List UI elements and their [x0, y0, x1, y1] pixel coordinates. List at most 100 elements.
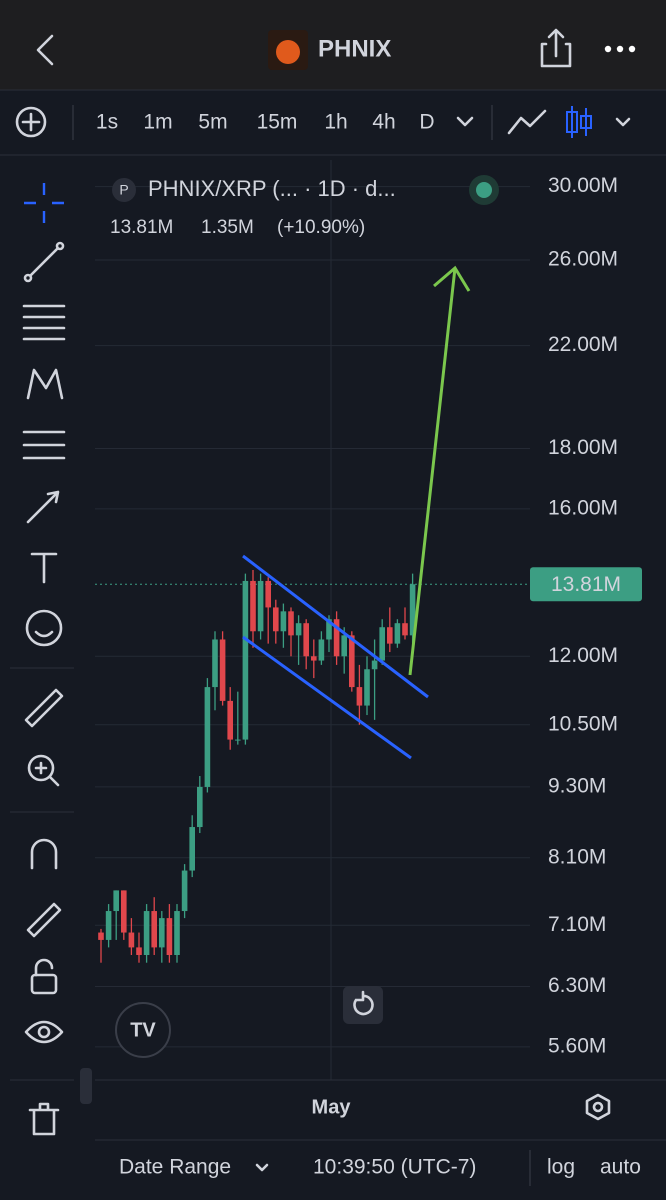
candle-body [159, 918, 165, 948]
y-tick-label: 5.60M [548, 1034, 606, 1057]
interval-menu[interactable] [456, 116, 474, 127]
candle-body [235, 739, 241, 741]
add-button[interactable] [15, 106, 47, 138]
tool-panel [10, 183, 92, 1136]
share-button[interactable] [540, 28, 572, 68]
panel-toggle[interactable] [80, 1068, 92, 1104]
magnet-tool[interactable] [30, 838, 58, 870]
line-tool[interactable] [23, 241, 65, 283]
style-menu[interactable] [615, 117, 631, 127]
chart-title: PHNIX/XRP (... · 1D · d... [148, 176, 396, 201]
quote-percent: (+10.90%) [277, 217, 365, 238]
forecast-tool[interactable] [22, 430, 66, 460]
arrow-tool[interactable] [26, 490, 60, 524]
candle-body [356, 687, 363, 706]
auto-toggle[interactable]: auto [600, 1156, 641, 1179]
symbol-badge-bg [112, 178, 136, 202]
emoji-tool[interactable] [25, 609, 63, 647]
candle-body [394, 623, 401, 644]
candle-body [379, 627, 385, 661]
visibility-tool[interactable] [24, 1020, 64, 1044]
y-tick-label: 12.00M [548, 644, 618, 667]
y-tick-label: 26.00M [548, 248, 618, 271]
candle-body [402, 623, 408, 636]
clock: 10:39:50 (UTC-7) [313, 1156, 476, 1179]
candle-body [326, 619, 332, 640]
candle-body [311, 656, 317, 661]
y-tick-label: 7.10M [548, 913, 606, 936]
candle-body [349, 635, 355, 688]
channel-line [242, 554, 429, 699]
tv-logo: TV [115, 1002, 171, 1058]
candle-body [174, 911, 180, 955]
candle-body [166, 918, 173, 955]
candle-body [143, 911, 150, 955]
log-toggle[interactable]: log [547, 1156, 575, 1179]
candle-body [181, 870, 188, 912]
y-tick-label: 30.00M [548, 174, 618, 197]
candle-body [227, 700, 233, 740]
candle-body [189, 827, 195, 871]
candle-body [387, 627, 393, 644]
y-tick-label: 9.30M [548, 774, 606, 797]
candle-body [212, 639, 218, 688]
more-button[interactable] [604, 45, 636, 53]
interval-button[interactable]: 1m [143, 111, 172, 134]
candle-body [303, 623, 309, 657]
crosshair-tool[interactable] [24, 183, 64, 223]
candle-body [409, 584, 416, 636]
svg-text:TV: TV [130, 1019, 156, 1041]
ruler-tool[interactable] [24, 688, 64, 728]
line-style-button[interactable] [507, 109, 547, 135]
avatar-bird [276, 40, 300, 64]
candle-body [219, 639, 226, 701]
interval-button[interactable]: 5m [198, 111, 227, 134]
back-button[interactable] [36, 34, 54, 66]
date-range[interactable]: Date Range [119, 1156, 231, 1179]
candle-body [113, 890, 119, 912]
candle-body [197, 786, 203, 828]
candle-body [121, 890, 127, 933]
candle-body [295, 623, 302, 636]
interval-button[interactable]: 4h [372, 111, 395, 134]
candle-body [280, 611, 287, 632]
y-tick-label: 16.00M [548, 496, 618, 519]
candle-body [364, 669, 370, 706]
delete-tool[interactable] [28, 1102, 60, 1136]
last-price-tag [530, 567, 642, 602]
y-tick-label: 8.10M [548, 845, 606, 868]
lock-tool[interactable] [30, 958, 58, 995]
pattern-tool[interactable] [26, 368, 64, 400]
fib-tool[interactable] [22, 304, 66, 341]
y-tick-label: 10.50M [548, 712, 618, 735]
reset-button[interactable] [343, 986, 383, 1024]
interval-button[interactable]: 15m [257, 111, 298, 134]
candle-body [250, 580, 256, 632]
candle-body [371, 660, 378, 670]
candle-style-button[interactable] [566, 106, 592, 138]
projection-arrow [408, 265, 471, 676]
candle-body [242, 580, 249, 740]
text-tool[interactable] [30, 552, 58, 584]
date-range-menu[interactable] [255, 1163, 269, 1172]
channel-line [242, 635, 412, 760]
status-dot [476, 182, 492, 198]
header-title: PHNIX [318, 35, 391, 62]
quote-change: 1.35M [201, 217, 254, 238]
last-price-label: 13.81M [551, 573, 621, 596]
candle-body [204, 687, 211, 787]
interval-button[interactable]: 1h [324, 111, 347, 134]
interval-button[interactable]: 1s [96, 111, 118, 134]
lock-drawing-tool[interactable] [26, 902, 62, 938]
y-tick-label: 22.00M [548, 333, 618, 356]
symbol-badge: P [119, 182, 128, 198]
drawings [242, 265, 471, 760]
zoom-tool[interactable] [27, 754, 60, 787]
candle-body [257, 580, 264, 632]
settings-button[interactable] [585, 1093, 611, 1121]
candle-body [273, 607, 279, 632]
y-tick-label: 18.00M [548, 436, 618, 459]
interval-button[interactable]: D [419, 111, 434, 134]
